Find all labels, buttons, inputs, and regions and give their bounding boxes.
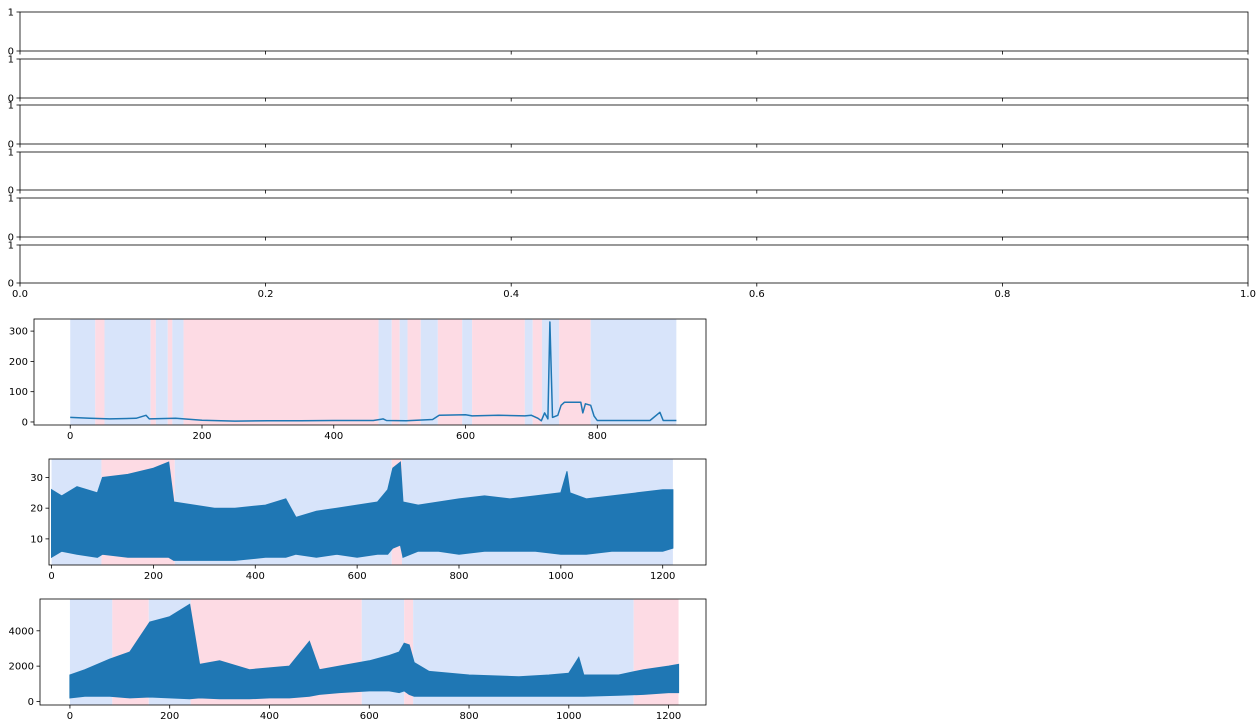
x-tick-label: 0 [48,571,54,582]
state-band-blue [590,319,677,425]
subplot-9: 0 2000 4000 0 200 400 600 800 1000 1200 [9,598,707,722]
subplot-5: 01 [8,194,1249,244]
state-band-pink [532,319,542,425]
state-band-blue [420,319,438,425]
x-tick-label: 1000 [548,571,573,582]
y-tick-label: 0 [8,94,14,105]
x-tick-label: 0 [67,431,73,442]
axes-frame [19,58,1249,99]
y-tick-label: 0 [8,233,14,244]
x-tick-label: 400 [260,711,279,722]
axes-frame [19,197,1249,238]
y-tick-label: 10 [30,534,43,545]
y-tick-label: 0 [8,47,14,58]
y-tick-label: 0 [8,186,14,197]
state-band-blue [70,319,96,425]
x-tick-label: 0.4 [503,289,519,300]
plot-area [51,459,674,565]
axes-frame [48,458,707,566]
subplot-4: 01 [8,148,1249,197]
y-tick-label: 100 [9,387,28,398]
y-tick-label: 2000 [9,662,34,673]
plot-area [70,319,677,425]
x-tick-label: 800 [588,431,607,442]
x-tick-label: 1.0 [1240,289,1256,300]
x-tick-label: 600 [348,571,367,582]
state-band-blue [172,319,184,425]
y-tick-label: 1 [8,8,14,19]
y-tick-label: 1 [8,194,14,205]
y-tick-label: 20 [30,504,43,515]
subplot-8: 10 20 30 0 200 400 600 800 1000 1200 [30,458,707,582]
signal-line [70,321,677,422]
state-band-pink [437,319,463,425]
state-band-pink [167,319,173,425]
y-tick-label: 0 [28,697,34,708]
x-tick-label: 0.2 [258,289,274,300]
y-tick-label: 200 [9,357,28,368]
y-tick-label: 1 [8,241,14,252]
x-tick-label: 1200 [656,711,681,722]
x-tick-label: 0.8 [994,289,1010,300]
state-band-pink [559,319,591,425]
x-tick-label: 1200 [650,571,675,582]
y-tick-label: 1 [8,101,14,112]
y-tick-label: 300 [9,327,28,338]
axes-frame [33,318,707,426]
y-tick-label: 0 [22,417,28,428]
x-tick-label: 600 [456,431,475,442]
state-band-blue [399,319,408,425]
subplot-2: 01 [8,55,1249,105]
x-tick-label: 600 [360,711,379,722]
x-tick-label: 800 [459,711,478,722]
x-tick-label: 0.0 [12,289,28,300]
axes-frame [19,244,1249,284]
state-band-blue [104,319,151,425]
state-band-blue [155,319,168,425]
state-band-pink [472,319,525,425]
axes-frame [39,598,707,706]
signal-envelope [51,461,674,561]
x-tick-label: 1000 [556,711,581,722]
y-tick-label: 1 [8,148,14,159]
y-tick-label: 30 [30,473,43,484]
x-tick-label: 200 [160,711,179,722]
subplot-3: 01 [8,101,1249,151]
x-tick-label: 400 [324,431,343,442]
axes-frame [19,104,1249,145]
state-band-blue [524,319,533,425]
x-tick-label: 400 [246,571,265,582]
y-tick-label: 0 [8,279,14,290]
state-band-blue [378,319,392,425]
signal-envelope [69,603,680,700]
axes-frame [19,151,1249,191]
x-tick-label: 800 [449,571,468,582]
x-tick-label: 0.6 [749,289,765,300]
state-band-pink [407,319,421,425]
state-band-blue [462,319,473,425]
state-band-pink [95,319,105,425]
state-band-pink [150,319,156,425]
x-tick-label: 200 [144,571,163,582]
axes-frame [19,11,1249,52]
state-band-pink [183,319,379,425]
plot-area [69,599,680,705]
x-tick-label: 0 [67,711,73,722]
y-tick-label: 4000 [9,626,34,637]
subplot-7: 0 100 200 300 0 200 400 600 800 [9,318,707,442]
subplot-6: 0 1 0.0 0.2 0.4 0.6 0.8 1.0 [8,241,1256,301]
y-tick-label: 0 [8,140,14,151]
subplot-1: 01 [8,8,1249,58]
state-band-pink [391,319,400,425]
x-tick-label: 200 [192,431,211,442]
y-tick-label: 1 [8,55,14,66]
